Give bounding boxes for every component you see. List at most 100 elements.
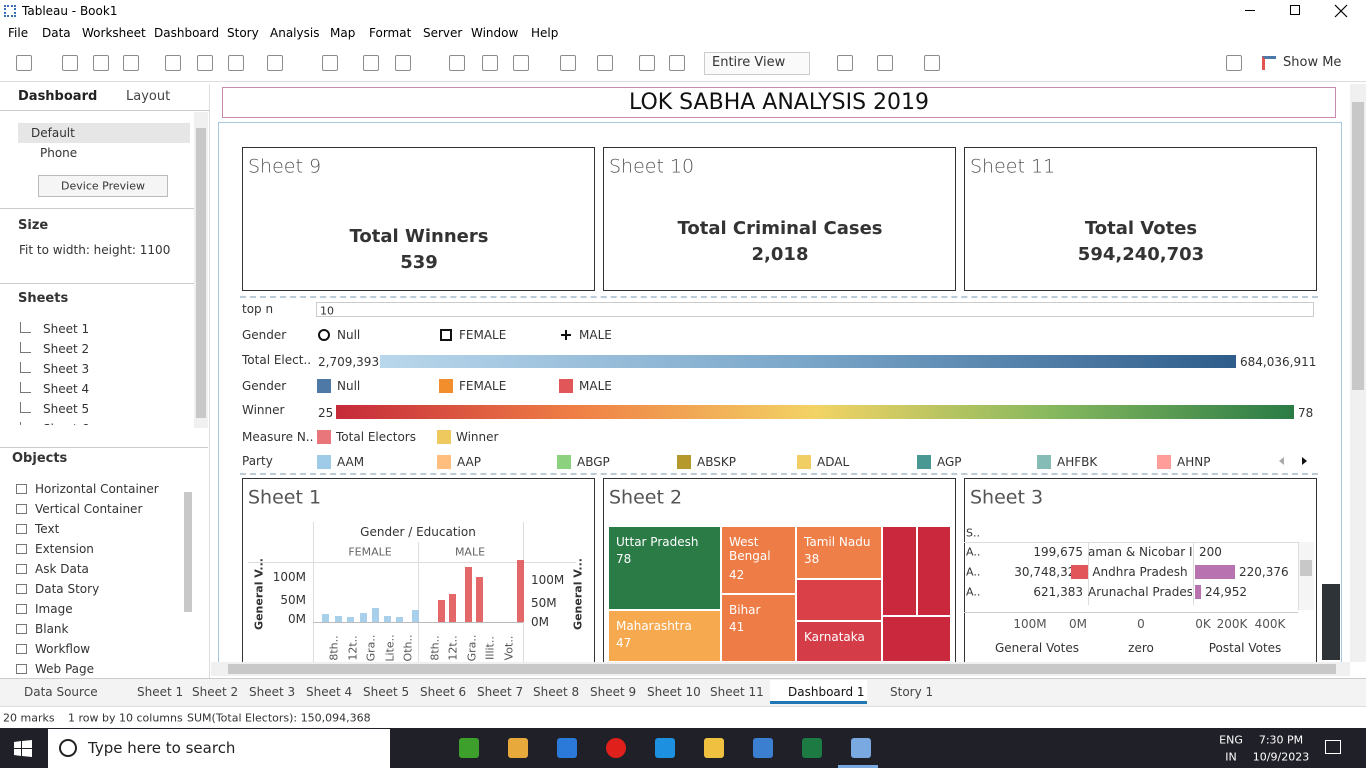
toolbar-icon[interactable]: [93, 55, 109, 71]
object-item[interactable]: Ask Data: [35, 561, 89, 576]
legend-item[interactable]: AGP: [937, 454, 962, 469]
treemap-cell[interactable]: [797, 622, 881, 661]
toolbar-icon[interactable]: [322, 55, 338, 71]
legend-item[interactable]: ABGP: [577, 454, 610, 469]
sheet-tab[interactable]: Sheet 11: [710, 684, 764, 699]
sheet-tab[interactable]: Data Source: [24, 684, 98, 699]
sheet-tab[interactable]: Sheet 6: [420, 684, 467, 699]
legend-item[interactable]: FEMALE: [459, 327, 507, 342]
menu-item[interactable]: Map: [330, 25, 356, 40]
menu-item[interactable]: File: [8, 25, 29, 40]
taskbar-app[interactable]: [459, 738, 479, 758]
toolbar-icon[interactable]: [597, 55, 613, 71]
device-default[interactable]: Default: [31, 125, 75, 140]
object-item[interactable]: Image: [35, 601, 73, 616]
object-item[interactable]: Horizontal Container: [35, 481, 159, 496]
object-item[interactable]: Extension: [35, 541, 94, 556]
top-n-input[interactable]: [316, 302, 1314, 317]
minimize[interactable]: [1245, 10, 1255, 11]
treemap-cell[interactable]: [722, 595, 795, 661]
menu-item[interactable]: Format: [369, 25, 412, 40]
toolbar-icon[interactable]: [62, 55, 78, 71]
toolbar-icon[interactable]: [877, 55, 893, 71]
toolbar-icon[interactable]: [924, 55, 940, 71]
legend-item[interactable]: AAM: [337, 454, 365, 469]
menu-item[interactable]: Worksheet: [82, 25, 146, 40]
toolbar-icon[interactable]: [1226, 55, 1242, 71]
legend-item[interactable]: ABSKP: [697, 454, 736, 469]
toolbar-icon[interactable]: [669, 55, 685, 71]
sheet-tab[interactable]: Sheet 7: [477, 684, 524, 699]
treemap-cell[interactable]: [883, 527, 916, 615]
taskbar-app[interactable]: [655, 738, 675, 758]
device-preview-button[interactable]: [38, 175, 168, 197]
sheet-tab[interactable]: Sheet 9: [590, 684, 637, 699]
device-phone[interactable]: Phone: [40, 145, 78, 160]
taskbar-app[interactable]: [508, 738, 528, 758]
menu-item[interactable]: Window: [471, 25, 519, 40]
taskbar-app[interactable]: [851, 738, 871, 758]
toolbar-icon[interactable]: [363, 55, 379, 71]
legend-item[interactable]: FEMALE: [459, 378, 507, 393]
tab-dashboard[interactable]: Dashboard: [18, 89, 98, 105]
toolbar-icon[interactable]: [267, 55, 283, 71]
sheet-tab[interactable]: Sheet 1: [137, 684, 184, 699]
legend-item[interactable]: MALE: [579, 378, 612, 393]
close-button[interactable]: [1334, 4, 1348, 18]
toolbar-icon[interactable]: [639, 55, 655, 71]
object-item[interactable]: Blank: [35, 621, 69, 636]
treemap-cell[interactable]: [609, 527, 720, 609]
toolbar-icon[interactable]: [395, 55, 411, 71]
menu-item[interactable]: Story: [227, 25, 259, 40]
arrows[interactable]: [1276, 455, 1310, 467]
menu-item[interactable]: Analysis: [270, 25, 320, 40]
object-item[interactable]: Workflow: [35, 641, 91, 656]
toolbar-icon[interactable]: [123, 55, 139, 71]
sheet-tab[interactable]: Sheet 8: [533, 684, 580, 699]
menu-item[interactable]: Server: [423, 25, 463, 40]
start-button[interactable]: [14, 740, 32, 758]
legend-item[interactable]: AHFBK: [1057, 454, 1098, 469]
legend-item[interactable]: Winner: [456, 429, 499, 444]
search-box[interactable]: [48, 729, 390, 768]
treemap-cell[interactable]: [609, 611, 720, 661]
toolbar-icon[interactable]: [228, 55, 244, 71]
sheet-item[interactable]: Sheet 3: [43, 361, 90, 376]
sheet-item[interactable]: Sheet 2: [43, 341, 90, 356]
legend-item[interactable]: MALE: [579, 327, 612, 342]
legend-item[interactable]: Null: [337, 378, 361, 393]
sheet-tab[interactable]: Sheet 4: [306, 684, 353, 699]
sheet-item[interactable]: Sheet 1: [43, 321, 90, 336]
taskbar-app[interactable]: [753, 738, 773, 758]
treemap-cell[interactable]: [918, 527, 950, 615]
treemap-cell[interactable]: [883, 617, 950, 661]
taskbar-app[interactable]: [606, 738, 626, 758]
treemap-cell[interactable]: [722, 527, 795, 593]
sheet-tab[interactable]: Sheet 3: [249, 684, 296, 699]
sheet-tab[interactable]: Sheet 2: [192, 684, 239, 699]
taskbar-app[interactable]: [557, 738, 577, 758]
toolbar-icon[interactable]: [560, 55, 576, 71]
taskbar-app[interactable]: [802, 738, 822, 758]
sheet-tab[interactable]: Story 1: [890, 684, 934, 699]
object-item[interactable]: Data Story: [35, 581, 100, 596]
sheet-item[interactable]: Sheet 4: [43, 381, 90, 396]
party-arrows[interactable]: [1276, 455, 1310, 467]
legend-item[interactable]: ADAL: [817, 454, 850, 469]
taskbar-app[interactable]: [704, 738, 724, 758]
treemap-cell[interactable]: [797, 527, 881, 578]
treemap-cell[interactable]: [797, 580, 881, 620]
object-item[interactable]: Vertical Container: [35, 501, 143, 516]
legend-item[interactable]: Null: [337, 327, 361, 342]
windows-logo[interactable]: [14, 740, 32, 758]
menu-item[interactable]: Help: [531, 25, 559, 40]
sheet-item[interactable]: Sheet 5: [43, 401, 90, 416]
sheet-tab[interactable]: Sheet 10: [647, 684, 701, 699]
fit-dropdown[interactable]: [704, 52, 810, 75]
tab-layout[interactable]: Layout: [126, 89, 171, 105]
toolbar-icon[interactable]: [482, 55, 498, 71]
legend-item[interactable]: AAP: [457, 454, 481, 469]
maximize[interactable]: [1290, 5, 1300, 15]
legend-item[interactable]: AHNP: [1177, 454, 1211, 469]
menu-item[interactable]: Dashboard: [154, 25, 220, 40]
